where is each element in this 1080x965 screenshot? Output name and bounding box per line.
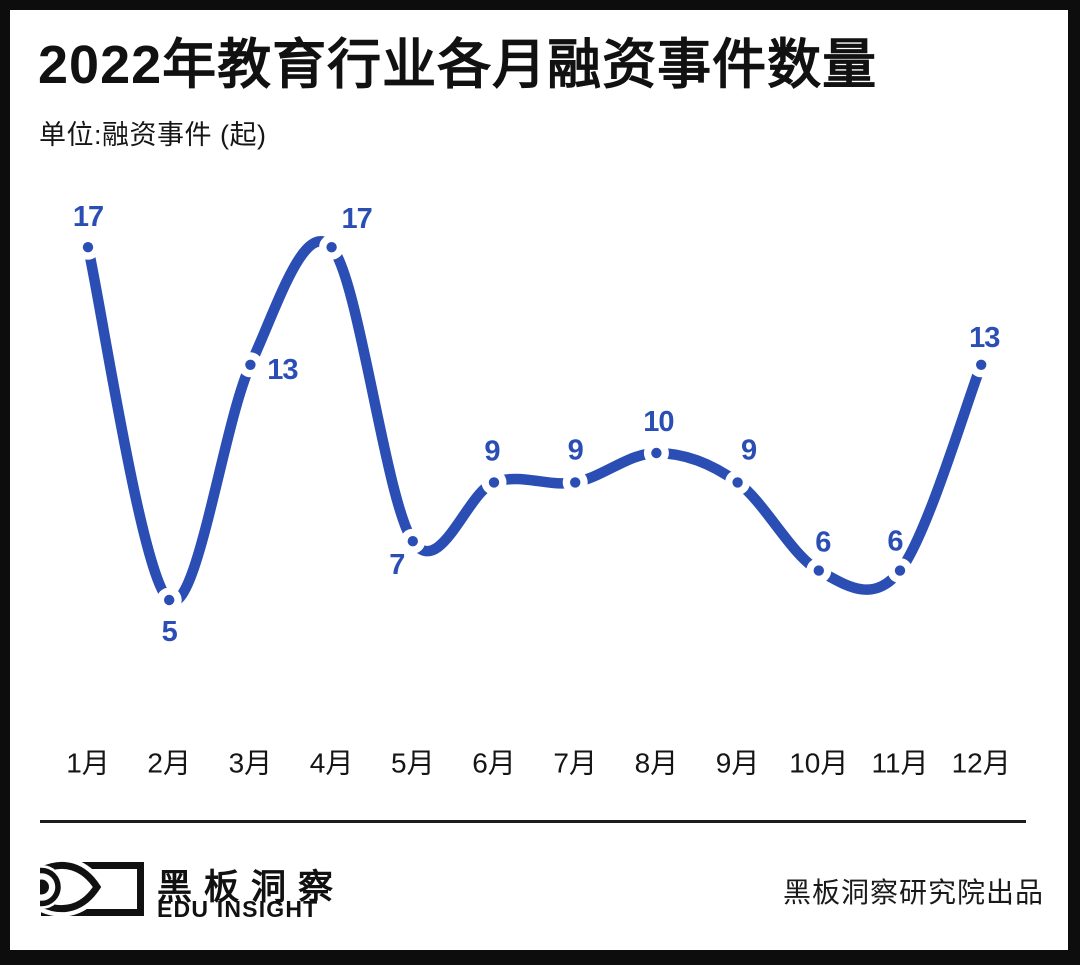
x-axis-label: 2月 bbox=[147, 748, 191, 779]
data-point-value-label: 10 bbox=[643, 406, 673, 438]
x-axis-label: 8月 bbox=[635, 748, 679, 779]
credit-text: 黑板洞察研究院出品 bbox=[782, 877, 1044, 908]
data-point-value-label: 9 bbox=[568, 434, 584, 466]
x-axis-label: 3月 bbox=[229, 748, 273, 779]
footer-divider bbox=[40, 820, 1026, 823]
x-axis-label: 12月 bbox=[952, 748, 1011, 779]
data-point-marker bbox=[326, 242, 337, 253]
data-point-value-label: 17 bbox=[341, 203, 371, 235]
data-point-value-label: 5 bbox=[162, 616, 178, 648]
data-point-value-label: 13 bbox=[267, 354, 298, 386]
page-title: 2022年教育行业各月融资事件数量 bbox=[38, 35, 878, 95]
data-point-marker bbox=[570, 477, 581, 488]
x-axis-label: 5月 bbox=[391, 748, 435, 779]
data-point-marker bbox=[894, 565, 906, 576]
x-axis-label: 9月 bbox=[716, 748, 760, 779]
trend-line bbox=[82, 236, 987, 607]
brand-name-cn: 黑板洞察 bbox=[157, 868, 346, 907]
x-axis-label: 6月 bbox=[472, 748, 516, 779]
data-point-marker bbox=[245, 359, 256, 370]
data-point-marker bbox=[407, 536, 418, 547]
data-point-marker bbox=[164, 594, 175, 606]
data-point-value-label: 7 bbox=[389, 549, 404, 581]
data-point-marker bbox=[732, 477, 743, 488]
brand-name-en: EDU INSIGHT bbox=[157, 896, 319, 922]
data-point-value-label: 9 bbox=[741, 434, 757, 466]
data-point-value-label: 9 bbox=[484, 435, 500, 467]
data-point-marker bbox=[976, 359, 987, 370]
data-point-value-label: 13 bbox=[969, 322, 1000, 354]
data-point-marker bbox=[488, 477, 500, 488]
x-axis-label: 11月 bbox=[871, 748, 928, 779]
data-point-marker bbox=[651, 447, 662, 459]
data-point-value-label: 17 bbox=[73, 201, 103, 233]
x-axis-label: 10月 bbox=[789, 748, 848, 779]
data-point-value-label: 6 bbox=[887, 526, 903, 558]
data-point-value-label: 6 bbox=[815, 527, 831, 559]
unit-label: 单位:融资事件 (起) bbox=[39, 120, 267, 150]
data-point-marker bbox=[813, 565, 824, 576]
data-point-marker bbox=[82, 242, 94, 253]
x-axis-label: 7月 bbox=[553, 748, 597, 779]
edu-insight-logo: 黑板洞察 EDU INSIGHT bbox=[40, 855, 360, 925]
x-axis-label: 4月 bbox=[310, 748, 354, 779]
x-axis-label: 1月 bbox=[66, 748, 110, 779]
eye-icon bbox=[40, 857, 144, 917]
